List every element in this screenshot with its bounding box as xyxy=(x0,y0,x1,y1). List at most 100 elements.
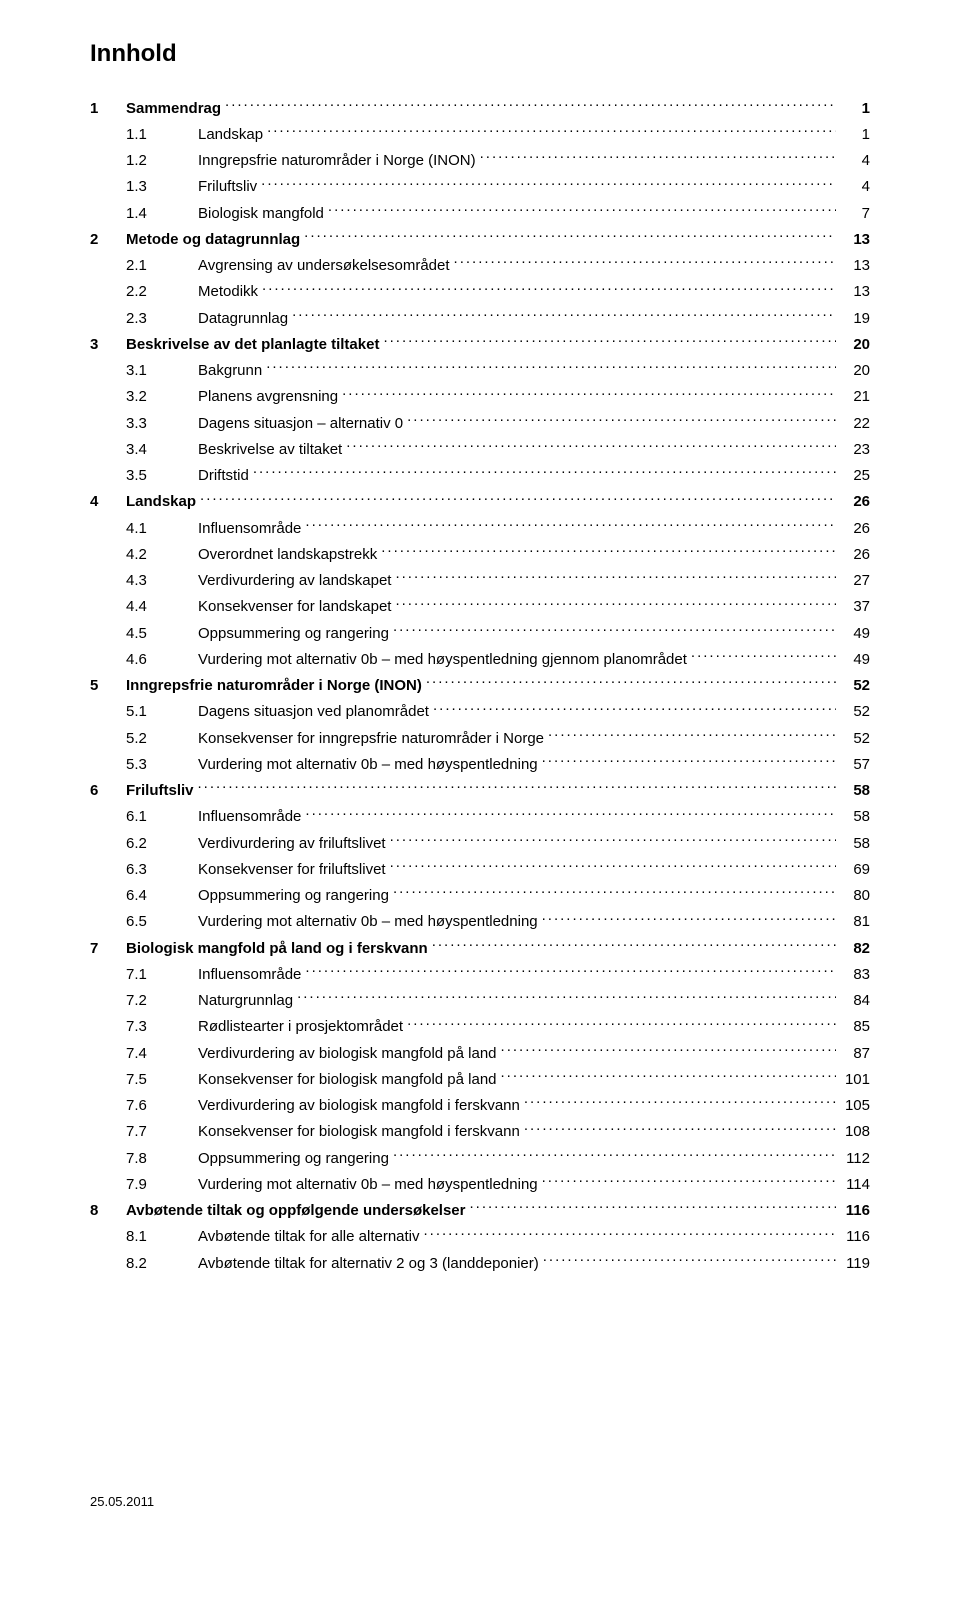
toc-entry[interactable]: 1.3Friluftsliv 4 xyxy=(90,175,870,198)
toc-entry[interactable]: 2Metode og datagrunnlag13 xyxy=(90,227,870,250)
toc-leader-dots xyxy=(225,96,836,113)
toc-entry-label: Naturgrunnlag xyxy=(198,990,293,1012)
toc-entry-number: 4 xyxy=(90,491,126,513)
toc-entry[interactable]: 2.3Datagrunnlag19 xyxy=(90,306,870,329)
toc-entry[interactable]: 7.2Naturgrunnlag84 xyxy=(90,989,870,1012)
toc-entry-page: 23 xyxy=(840,439,870,461)
toc-entry-label: Verdivurdering av landskapet xyxy=(198,570,391,592)
toc-entry-label: Friluftsliv xyxy=(126,780,194,802)
toc-entry-page: 25 xyxy=(840,465,870,487)
toc-entry[interactable]: 3.3Dagens situasjon – alternativ 022 xyxy=(90,411,870,434)
toc-entry-label: Metodikk xyxy=(198,281,258,303)
toc-entry[interactable]: 3.1Bakgrunn20 xyxy=(90,359,870,382)
toc-leader-dots xyxy=(304,227,836,244)
toc-entry-page: 87 xyxy=(840,1043,870,1065)
toc-entry[interactable]: 5.2Konsekvenser for inngrepsfrie naturom… xyxy=(90,726,870,749)
toc-entry-number: 2.3 xyxy=(126,308,198,330)
toc-entry-number: 6.2 xyxy=(126,833,198,855)
toc-entry-number: 1.4 xyxy=(126,203,198,225)
toc-leader-dots xyxy=(305,962,836,979)
toc-entry[interactable]: 7.5Konsekvenser for biologisk mangfold p… xyxy=(90,1067,870,1090)
toc-entry-label: Beskrivelse av det planlagte tiltaket xyxy=(126,334,379,356)
toc-entry[interactable]: 8Avbøtende tiltak og oppfølgende undersø… xyxy=(90,1199,870,1222)
toc-entry[interactable]: 7.8Oppsummering og rangering112 xyxy=(90,1146,870,1169)
toc-entry-number: 5.2 xyxy=(126,728,198,750)
toc-entry[interactable]: 4.3Verdivurdering av landskapet27 xyxy=(90,569,870,592)
toc-entry[interactable]: 8.2Avbøtende tiltak for alternativ 2 og … xyxy=(90,1251,870,1274)
toc-entry-page: 58 xyxy=(840,833,870,855)
toc-entry-page: 49 xyxy=(840,623,870,645)
toc-entry[interactable]: 1.4Biologisk mangfold7 xyxy=(90,201,870,224)
toc-entry-page: 52 xyxy=(840,728,870,750)
toc-leader-dots xyxy=(253,464,836,481)
toc-entry[interactable]: 1.1Landskap1 xyxy=(90,122,870,145)
toc-entry[interactable]: 3Beskrivelse av det planlagte tiltaket20 xyxy=(90,332,870,355)
toc-entry[interactable]: 8.1Avbøtende tiltak for alle alternativ1… xyxy=(90,1225,870,1248)
toc-entry[interactable]: 7.3Rødlistearter i prosjektområdet85 xyxy=(90,1015,870,1038)
toc-entry-number: 5.1 xyxy=(126,701,198,723)
toc-entry[interactable]: 1Sammendrag1 xyxy=(90,96,870,119)
toc-entry[interactable]: 4.4Konsekvenser for landskapet37 xyxy=(90,595,870,618)
toc-entry-number: 3.4 xyxy=(126,439,198,461)
toc-entry[interactable]: 7.1Influensområde83 xyxy=(90,962,870,985)
toc-entry[interactable]: 2.1Avgrensing av undersøkelsesområdet13 xyxy=(90,254,870,277)
toc-entry[interactable]: 2.2Metodikk13 xyxy=(90,280,870,303)
toc-entry[interactable]: 5.3Vurdering mot alternativ 0b – med høy… xyxy=(90,752,870,775)
toc-leader-dots xyxy=(524,1120,836,1137)
toc-entry[interactable]: 7Biologisk mangfold på land og i ferskva… xyxy=(90,936,870,959)
toc-entry[interactable]: 5.1Dagens situasjon ved planområdet52 xyxy=(90,700,870,723)
toc-entry[interactable]: 4.6Vurdering mot alternativ 0b – med høy… xyxy=(90,647,870,670)
toc-entry-page: 85 xyxy=(840,1016,870,1038)
toc-entry[interactable]: 4.2Overordnet landskapstrekk26 xyxy=(90,542,870,565)
toc-entry-label: Inngrepsfrie naturområder i Norge (INON) xyxy=(198,150,476,172)
toc-entry-number: 2.1 xyxy=(126,255,198,277)
toc-entry[interactable]: 6.4Oppsummering og rangering80 xyxy=(90,884,870,907)
toc-entry[interactable]: 6.5Vurdering mot alternativ 0b – med høy… xyxy=(90,910,870,933)
toc-entry[interactable]: 3.2Planens avgrensning21 xyxy=(90,385,870,408)
toc-leader-dots xyxy=(426,674,836,691)
toc-entry-label: Landskap xyxy=(126,491,196,513)
toc-entry-page: 4 xyxy=(840,176,870,198)
toc-entry-label: Konsekvenser for inngrepsfrie naturområd… xyxy=(198,728,544,750)
toc-entry[interactable]: 5Inngrepsfrie naturområder i Norge (INON… xyxy=(90,674,870,697)
toc-entry[interactable]: 6.2Verdivurdering av friluftslivet58 xyxy=(90,831,870,854)
toc-entry[interactable]: 3.5Driftstid25 xyxy=(90,464,870,487)
toc-entry-number: 1.3 xyxy=(126,176,198,198)
toc-entry-label: Friluftsliv xyxy=(198,176,257,198)
toc-entry[interactable]: 3.4Beskrivelse av tiltaket23 xyxy=(90,437,870,460)
toc-entry[interactable]: 4Landskap 26 xyxy=(90,490,870,513)
toc-entry-label: Influensområde xyxy=(198,806,301,828)
toc-entry-page: 108 xyxy=(840,1121,870,1143)
toc-entry[interactable]: 6.1Influensområde58 xyxy=(90,805,870,828)
toc-entry-label: Dagens situasjon – alternativ 0 xyxy=(198,413,403,435)
toc-entry-number: 8.1 xyxy=(126,1226,198,1248)
toc-leader-dots xyxy=(395,569,836,586)
toc-entry[interactable]: 1.2Inngrepsfrie naturområder i Norge (IN… xyxy=(90,149,870,172)
toc-entry[interactable]: 7.9Vurdering mot alternativ 0b – med høy… xyxy=(90,1172,870,1195)
toc-entry-page: 52 xyxy=(840,675,870,697)
toc-entry-page: 1 xyxy=(840,124,870,146)
toc-entry-page: 26 xyxy=(840,544,870,566)
toc-leader-dots xyxy=(542,752,836,769)
toc-entry-number: 3.2 xyxy=(126,386,198,408)
toc-entry[interactable]: 7.4Verdivurdering av biologisk mangfold … xyxy=(90,1041,870,1064)
toc-entry[interactable]: 6Friluftsliv58 xyxy=(90,779,870,802)
toc-leader-dots xyxy=(381,542,836,559)
toc-entry[interactable]: 7.6Verdivurdering av biologisk mangfold … xyxy=(90,1094,870,1117)
toc-entry[interactable]: 4.5Oppsummering og rangering49 xyxy=(90,621,870,644)
toc-entry-label: Oppsummering og rangering xyxy=(198,623,389,645)
toc-entry-number: 4.1 xyxy=(126,518,198,540)
toc-entry-page: 26 xyxy=(840,491,870,513)
toc-entry-label: Biologisk mangfold på land og i ferskvan… xyxy=(126,938,428,960)
toc-leader-dots xyxy=(524,1094,836,1111)
toc-entry-number: 4.4 xyxy=(126,596,198,618)
toc-entry[interactable]: 7.7Konsekvenser for biologisk mangfold i… xyxy=(90,1120,870,1143)
toc-leader-dots xyxy=(390,831,836,848)
toc-entry-number: 7.7 xyxy=(126,1121,198,1143)
toc-leader-dots xyxy=(342,385,836,402)
toc-entry[interactable]: 4.1Influensområde26 xyxy=(90,516,870,539)
toc-entry-label: Driftstid xyxy=(198,465,249,487)
toc-entry[interactable]: 6.3Konsekvenser for friluftslivet69 xyxy=(90,857,870,880)
toc-leader-dots xyxy=(262,280,836,297)
toc-leader-dots xyxy=(393,1146,836,1163)
